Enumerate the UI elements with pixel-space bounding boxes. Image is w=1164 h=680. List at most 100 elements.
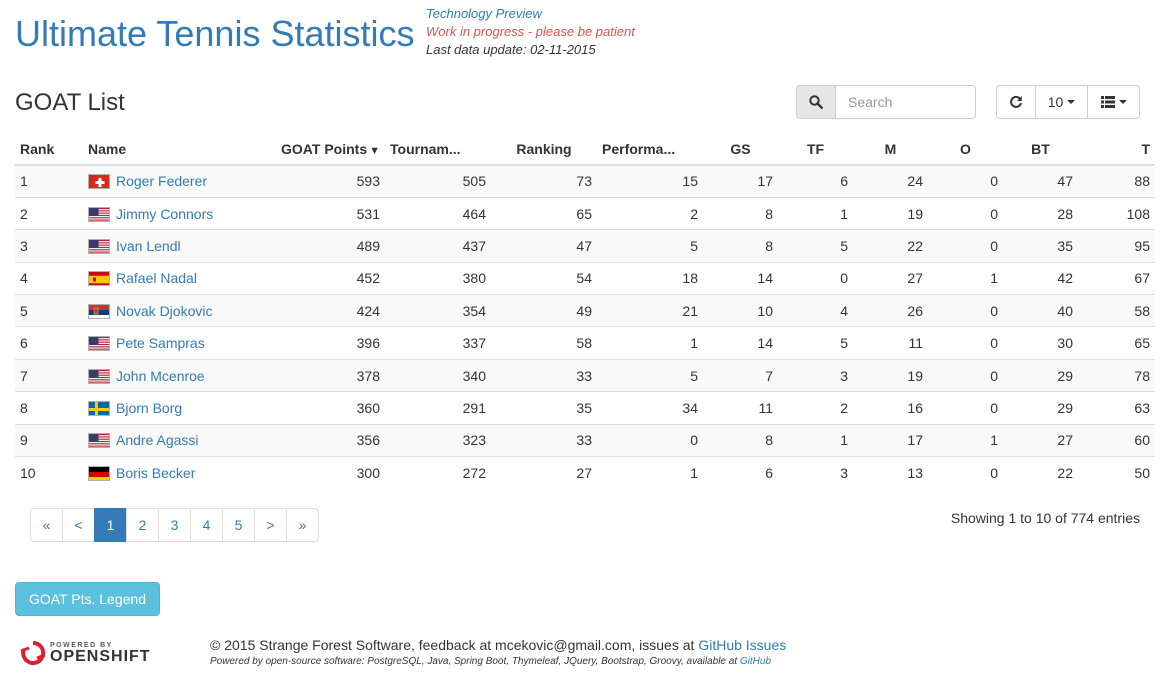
column-header-ranking[interactable]: Ranking <box>491 133 597 166</box>
usa-flag-icon <box>88 206 110 222</box>
column-header-name[interactable]: Name <box>83 133 258 166</box>
cell-performance: 1 <box>597 326 703 360</box>
player-link[interactable]: John Mcenroe <box>116 367 205 384</box>
cell-o: 0 <box>928 391 1003 425</box>
cell-tf: 5 <box>778 326 853 360</box>
cell-performance: 5 <box>597 358 703 392</box>
cell-performance: 0 <box>597 423 703 457</box>
cell-m: 11 <box>853 326 928 360</box>
page-button-5[interactable]: 5 <box>222 508 255 542</box>
column-header-performance[interactable]: Performa... <box>597 133 703 166</box>
cell-name: Jimmy Connors <box>83 196 258 230</box>
search-button[interactable] <box>796 85 836 119</box>
powered-by-label: POWERED BY <box>50 641 113 649</box>
column-header-m[interactable]: M <box>853 133 928 166</box>
player-link[interactable]: Ivan Lendl <box>116 237 181 254</box>
cell-o: 1 <box>928 261 1003 295</box>
page-button-2[interactable]: 2 <box>126 508 159 542</box>
column-header-o[interactable]: O <box>928 133 1003 166</box>
column-header-goat-points[interactable]: GOAT Points ▼ <box>258 133 385 166</box>
page-button-1[interactable]: 1 <box>94 508 127 542</box>
page-first-button[interactable]: « <box>30 508 63 542</box>
cell-gs: 8 <box>703 229 778 263</box>
cell-m: 17 <box>853 423 928 457</box>
cell-rank: 7 <box>15 358 83 392</box>
page-prev-button[interactable]: < <box>62 508 95 542</box>
player-link[interactable]: Pete Sampras <box>116 335 205 352</box>
cell-points: 531 <box>258 196 385 230</box>
cell-t: 60 <box>1078 423 1155 457</box>
cell-gs: 8 <box>703 423 778 457</box>
cell-performance: 2 <box>597 196 703 230</box>
cell-t: 65 <box>1078 326 1155 360</box>
cell-tournament: 354 <box>385 294 491 327</box>
header-notes: Technology Preview Work in progress - pl… <box>426 5 635 59</box>
openshift-icon <box>20 640 46 665</box>
preview-note: Technology Preview <box>426 6 542 21</box>
cell-tournament: 337 <box>385 326 491 360</box>
player-link[interactable]: Bjorn Borg <box>116 399 183 416</box>
site-title[interactable]: Ultimate Tennis Statistics <box>15 13 415 54</box>
page-size-dropdown[interactable]: 10 <box>1036 85 1088 119</box>
cell-ranking: 58 <box>491 326 597 360</box>
software-text: Powered by open-source software: Postgre… <box>210 656 738 667</box>
goat-table: Rank Name GOAT Points ▼ Tournam... Rankin… <box>15 133 1155 489</box>
search-input[interactable] <box>836 85 976 119</box>
column-header-bt[interactable]: BT <box>1003 133 1078 166</box>
cell-name: Pete Sampras <box>83 326 258 360</box>
refresh-button[interactable] <box>996 85 1036 119</box>
cell-t: 88 <box>1078 164 1155 198</box>
update-note: Last data update: 02-11-2015 <box>426 42 596 57</box>
cell-tournament: 380 <box>385 261 491 295</box>
page-button-4[interactable]: 4 <box>190 508 223 542</box>
columns-dropdown[interactable] <box>1088 85 1140 119</box>
cell-tournament: 437 <box>385 229 491 263</box>
cell-o: 0 <box>928 456 1003 489</box>
player-link[interactable]: Rafael Nadal <box>116 270 197 287</box>
cell-gs: 11 <box>703 391 778 425</box>
cell-t: 95 <box>1078 229 1155 263</box>
column-header-tf[interactable]: TF <box>778 133 853 166</box>
player-link[interactable]: Andre Agassi <box>116 432 199 449</box>
entries-summary: Showing 1 to 10 of 774 entries <box>950 510 1140 526</box>
player-link[interactable]: Roger Federer <box>116 173 208 190</box>
cell-m: 24 <box>853 164 928 198</box>
column-header-tournament[interactable]: Tournam... <box>385 133 491 166</box>
cell-points: 396 <box>258 326 385 360</box>
github-issues-link[interactable]: GitHub Issues <box>698 637 787 653</box>
player-link[interactable]: Jimmy Connors <box>116 205 214 222</box>
table-row: 2 Jimmy Connors 531 464 65 2 8 1 19 0 28 108 <box>15 196 1155 230</box>
cell-gs: 14 <box>703 326 778 360</box>
page-title: GOAT List <box>15 89 125 116</box>
cell-name: Rafael Nadal <box>83 261 258 295</box>
cell-m: 26 <box>853 294 928 327</box>
page-button-3[interactable]: 3 <box>158 508 191 542</box>
page-next-button[interactable]: > <box>254 508 287 542</box>
github-link[interactable]: GitHub <box>739 656 772 667</box>
cell-gs: 6 <box>703 456 778 489</box>
player-link[interactable]: Boris Becker <box>116 464 196 481</box>
column-header-t[interactable]: T <box>1078 133 1155 166</box>
table-row: 3 Ivan Lendl 489 437 47 5 8 5 22 0 35 95 <box>15 229 1155 263</box>
cell-tf: 5 <box>778 229 853 263</box>
germany-flag-icon <box>88 465 110 481</box>
cell-rank: 8 <box>15 391 83 425</box>
column-header-rank[interactable]: Rank <box>15 133 83 166</box>
cell-bt: 47 <box>1003 164 1078 198</box>
table-row: 6 Pete Sampras 396 337 58 1 14 5 11 0 30 65 <box>15 326 1155 360</box>
table-toolbar: 10 <box>996 85 1140 119</box>
search-group <box>796 85 976 119</box>
table-row: 1 Roger Federer 593 505 73 15 17 6 24 0 47 88 <box>15 164 1155 198</box>
cell-points: 593 <box>258 164 385 198</box>
player-link[interactable]: Novak Djokovic <box>116 302 213 319</box>
openshift-logo[interactable]: POWERED BY OPENSHIFT <box>20 640 151 666</box>
cell-performance: 21 <box>597 294 703 327</box>
cell-name: Andre Agassi <box>83 423 258 457</box>
cell-ranking: 73 <box>491 164 597 198</box>
cell-bt: 29 <box>1003 358 1078 392</box>
goat-legend-button[interactable]: GOAT Pts. Legend <box>15 582 160 616</box>
page-last-button[interactable]: » <box>286 508 319 542</box>
column-header-gs[interactable]: GS <box>703 133 778 166</box>
cell-points: 489 <box>258 229 385 263</box>
table-row: 8 Bjorn Borg 360 291 35 34 11 2 16 0 29 63 <box>15 391 1155 425</box>
